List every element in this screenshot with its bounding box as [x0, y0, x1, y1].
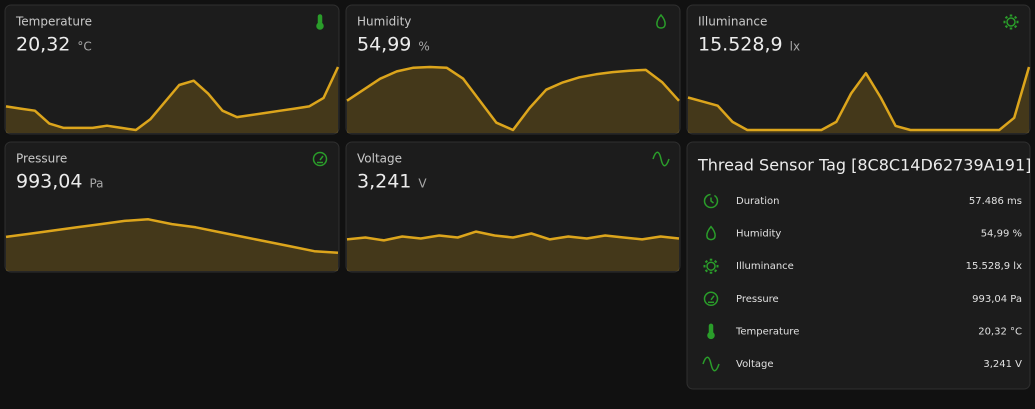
sparkline	[5, 218, 339, 254]
icon	[703, 258, 719, 274]
entity-name[interactable]: Illuminance	[736, 261, 794, 272]
entity-name[interactable]: Voltage	[736, 359, 774, 370]
icon-part	[656, 13, 666, 29]
icon	[707, 323, 715, 340]
entity-value: 993,04 Pa	[972, 294, 1022, 305]
sensor-name: Illuminance	[698, 15, 767, 29]
sensor-card[interactable]	[4, 4, 340, 135]
icon-part	[1004, 15, 1008, 19]
icon	[706, 225, 716, 241]
icon-part	[710, 197, 714, 204]
icon-part	[1004, 25, 1008, 29]
sparkline-area	[688, 67, 1029, 133]
icon	[316, 14, 324, 30]
icon	[652, 151, 670, 167]
icon-part	[706, 225, 716, 241]
sensor-unit: °C	[77, 40, 91, 54]
icon-part	[702, 356, 720, 372]
sensor-card[interactable]	[686, 4, 1031, 135]
icon	[702, 356, 720, 372]
icon-part	[706, 261, 716, 271]
sparkline	[687, 66, 1031, 132]
icon-part	[312, 151, 328, 167]
sensor-unit: Pa	[89, 177, 103, 191]
sensor-state: 3,241	[357, 171, 411, 193]
sensor-unit: %	[418, 40, 429, 54]
sparkline	[5, 66, 340, 132]
icon-part	[703, 291, 719, 307]
entity-name[interactable]: Temperature	[735, 326, 799, 337]
entities-title: Thread Sensor Tag [8C8C14D62739A191]	[697, 156, 1031, 175]
icon-part	[704, 269, 708, 273]
sparkline-area	[6, 219, 338, 271]
entity-value: 15.528,9 lx	[966, 261, 1022, 272]
icon-part	[1014, 25, 1018, 29]
entity-name[interactable]: Humidity	[736, 229, 781, 240]
icon-part	[704, 260, 708, 264]
entity-name[interactable]: Pressure	[736, 294, 779, 305]
entities-card	[686, 141, 1031, 390]
icon-part	[707, 331, 715, 340]
sensor-card[interactable]	[345, 141, 681, 273]
sparkline-area	[6, 67, 338, 133]
icon-part	[1014, 15, 1018, 19]
sensor-state: 20,32	[16, 34, 70, 56]
sensor-name: Humidity	[357, 15, 411, 29]
sparkline	[346, 230, 680, 242]
icon	[1003, 14, 1019, 30]
sensor-name: Pressure	[16, 152, 67, 166]
icon-part	[703, 193, 719, 209]
icon-part	[714, 260, 718, 264]
sensor-card[interactable]	[345, 4, 681, 135]
sensor-unit: V	[418, 177, 427, 191]
sensor-name: Voltage	[357, 152, 402, 166]
icon-part	[710, 295, 715, 301]
icon-part	[1006, 17, 1016, 27]
sensor-state: 54,99	[357, 34, 411, 56]
icon	[656, 13, 666, 29]
sparkline-area	[347, 67, 679, 133]
icon	[312, 151, 328, 167]
entity-name[interactable]: Duration	[736, 196, 779, 207]
icon-part	[714, 269, 718, 273]
sensor-unit: lx	[790, 40, 800, 54]
icon-part	[652, 151, 670, 167]
sensor-state: 15.528,9	[698, 34, 783, 56]
icon-part	[319, 155, 324, 161]
entity-value: 20,32 °C	[978, 326, 1022, 337]
icon	[703, 193, 719, 209]
entity-value: 3,241 V	[983, 359, 1022, 370]
sparkline-area	[347, 231, 679, 271]
sparkline	[346, 65, 680, 132]
sensor-state: 993,04	[16, 171, 82, 193]
icon-part	[316, 22, 324, 30]
entity-value: 57.486 ms	[969, 196, 1022, 207]
entity-value: 54,99 %	[981, 229, 1022, 240]
icon	[703, 291, 719, 307]
sensor-name: Temperature	[15, 15, 92, 29]
